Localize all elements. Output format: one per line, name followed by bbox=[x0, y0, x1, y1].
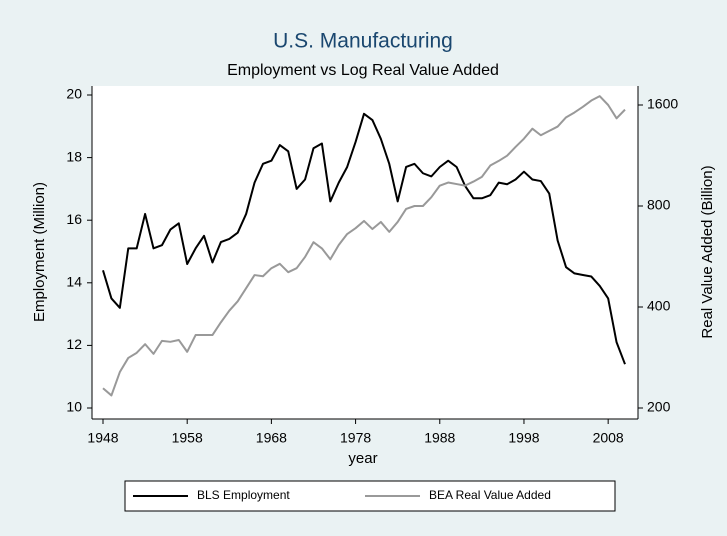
x-tick-label: 1998 bbox=[508, 430, 539, 446]
legend bbox=[124, 480, 616, 512]
y-tick-label: 18 bbox=[66, 148, 82, 164]
y-tick-label: 20 bbox=[66, 86, 82, 102]
y2-axis-label: Real Value Added (Billion) bbox=[699, 165, 716, 338]
y-tick-label: 16 bbox=[66, 211, 82, 227]
x-tick-label: 1948 bbox=[87, 430, 118, 446]
x-tick-label: 1988 bbox=[424, 430, 455, 446]
plot-area bbox=[92, 86, 638, 419]
y2-tick-label: 200 bbox=[647, 399, 671, 415]
x-tick-label: 2008 bbox=[593, 430, 624, 446]
y2-tick-label: 800 bbox=[647, 197, 671, 213]
y-axis-label: Employment (Million) bbox=[31, 182, 48, 322]
y-tick-label: 14 bbox=[66, 274, 82, 290]
x-tick-label: 1968 bbox=[256, 430, 287, 446]
legend-label: BEA Real Value Added bbox=[429, 488, 551, 502]
y2-tick-label: 400 bbox=[647, 298, 671, 314]
y-tick-label: 10 bbox=[66, 399, 82, 415]
legend-label: BLS Employment bbox=[197, 488, 290, 502]
x-axis-label: year bbox=[348, 450, 377, 467]
chart-subtitle: Employment vs Log Real Value Added bbox=[227, 62, 499, 79]
data-line bbox=[102, 95, 626, 397]
y-tick-label: 12 bbox=[66, 336, 82, 352]
x-tick-label: 1958 bbox=[172, 430, 203, 446]
x-tick-label: 1978 bbox=[340, 430, 371, 446]
data-line bbox=[102, 112, 626, 365]
y2-tick-label: 1600 bbox=[647, 96, 678, 112]
chart-title: U.S. Manufacturing bbox=[273, 30, 453, 53]
